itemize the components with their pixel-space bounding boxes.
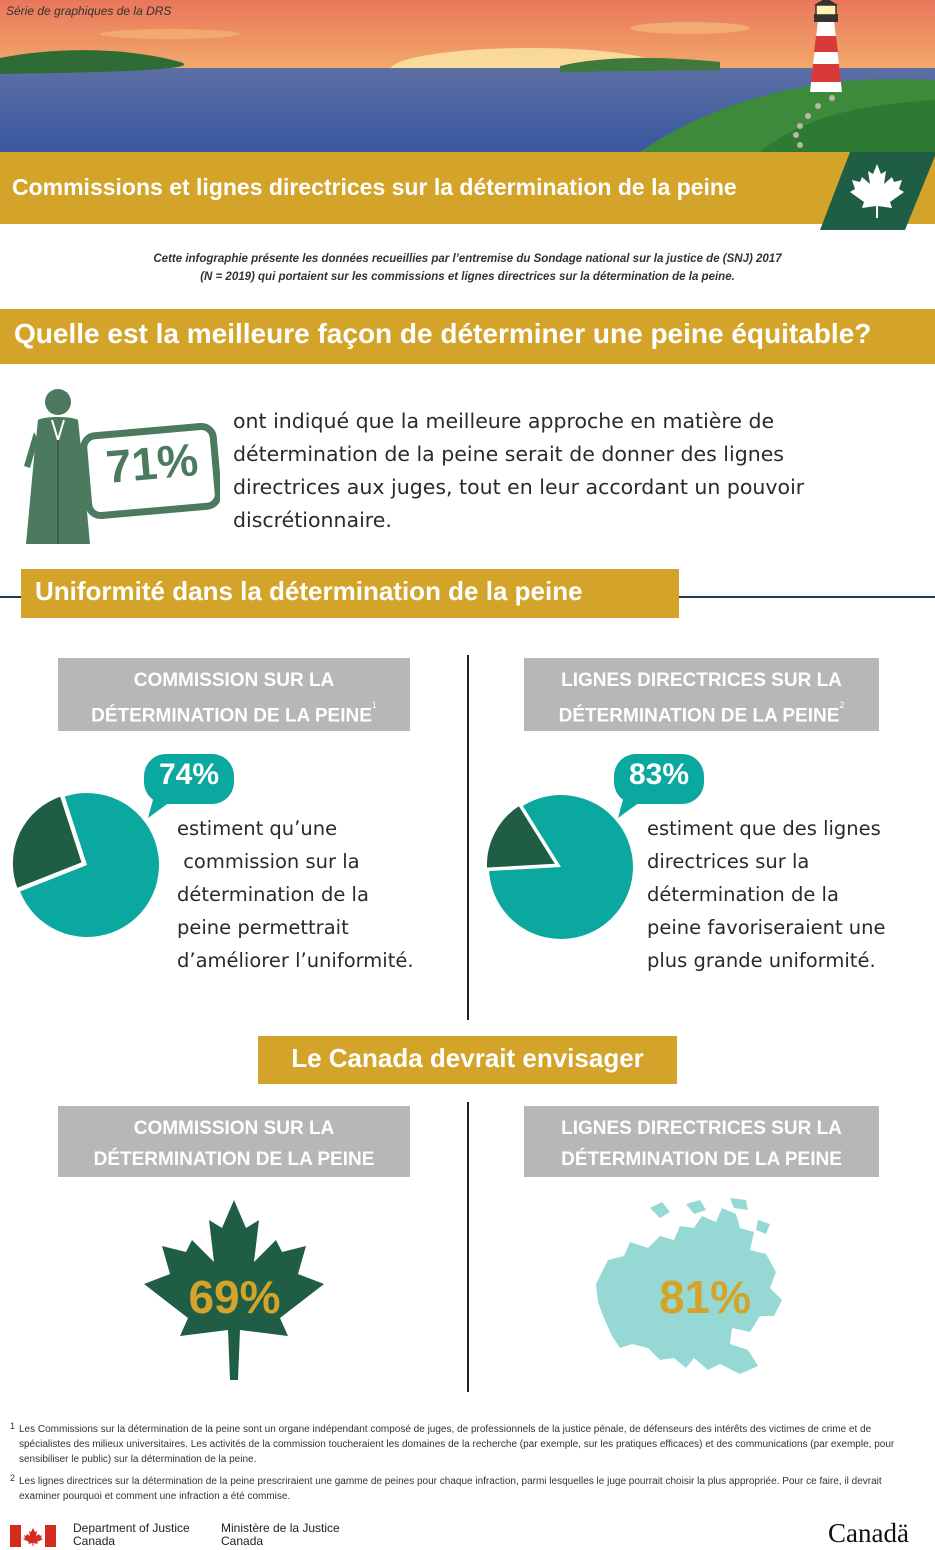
consider-guidelines-percentage: 81% xyxy=(658,1271,752,1323)
canada-map-icon xyxy=(596,1198,782,1374)
dept-fr-line2: Canada xyxy=(221,1534,264,1548)
question-band: Quelle est la meilleure façon de détermi… xyxy=(0,309,935,364)
consider-guidelines-line1: LIGNES DIRECTRICES SUR LA xyxy=(561,1118,842,1139)
commission-pie-majority xyxy=(20,792,160,937)
footnote-2: 2 Les lignes directrices sur la détermin… xyxy=(10,1473,915,1504)
column-divider-2 xyxy=(467,1102,469,1392)
commission-pie-minority xyxy=(10,792,86,892)
uniformity-heading-box: Uniformité dans la détermination de la p… xyxy=(21,569,679,618)
dept-en-line2: Canada xyxy=(73,1534,116,1548)
guidelines-desc-line: directrices sur la xyxy=(647,850,810,873)
footnote-ref-1: 1 xyxy=(371,700,377,710)
uniformity-heading: Uniformité dans la détermination de la p… xyxy=(35,576,583,606)
commission-percentage: 74% xyxy=(158,758,220,791)
commission-desc-line: détermination de la xyxy=(177,883,369,906)
question-heading: Quelle est la meilleure façon de détermi… xyxy=(14,318,872,349)
guidelines-desc-line: détermination de la xyxy=(647,883,839,906)
consider-guidelines-line2: DÉTERMINATION DE LA PEINE xyxy=(561,1149,842,1170)
dept-fr-line1: Ministère de la Justice xyxy=(221,1521,340,1535)
intro-text: Cette infographie présente les données r… xyxy=(60,250,875,286)
column-divider xyxy=(467,655,469,1020)
guidelines-percentage: 83% xyxy=(628,758,690,791)
canada-flag-icon xyxy=(10,1525,56,1547)
commission-box-line1: COMMISSION SUR LA xyxy=(133,670,335,691)
footnote-text: Les lignes directrices sur la déterminat… xyxy=(19,1476,882,1502)
guidelines-desc-line: peine favoriseraient une xyxy=(647,916,886,939)
best-approach-text: ont indiqué que la meilleure approche en… xyxy=(233,409,805,532)
consider-heading-box: Le Canada devrait envisager xyxy=(258,1036,677,1084)
canada-wordmark: Canadä xyxy=(828,1518,909,1548)
footnote-ref-2: 2 xyxy=(839,700,845,710)
maple-leaf-icon xyxy=(144,1200,324,1380)
commission-desc-line: estiment qu’une xyxy=(177,817,338,840)
consider-commission-percentage: 69% xyxy=(188,1271,281,1323)
consider-commission-line2: DÉTERMINATION DE LA PEINE xyxy=(93,1149,375,1170)
footnote-text: Les Commissions sur la détermination de … xyxy=(19,1424,895,1465)
commission-box-line2: DÉTERMINATION DE LA PEINE xyxy=(91,705,372,727)
guidelines-pie-minority xyxy=(484,802,561,871)
intro-line-2: (N = 2019) qui portaient sur les commiss… xyxy=(200,271,735,283)
guidelines-speech-bubble xyxy=(614,754,704,818)
judge-figure-icon xyxy=(24,389,220,544)
intro-line-1: Cette infographie présente les données r… xyxy=(153,253,782,265)
header-landscape: Série de graphiques de la DRS xyxy=(0,0,935,152)
commission-speech-bubble xyxy=(144,754,234,818)
guidelines-pie-chart xyxy=(484,795,633,940)
commission-description: estiment qu’une commission sur la déterm… xyxy=(177,812,462,977)
page-title: Commissions et lignes directrices sur la… xyxy=(12,174,737,200)
guidelines-box: LIGNES DIRECTRICES SUR LA DÉTERMINATION … xyxy=(524,658,879,731)
guidelines-box-line2: DÉTERMINATION DE LA PEINE xyxy=(558,705,840,727)
commission-desc-line: peine permettrait xyxy=(177,916,349,939)
consider-heading: Le Canada devrait envisager xyxy=(291,1043,644,1073)
consider-commission-line1: COMMISSION SUR LA xyxy=(133,1118,335,1139)
guidelines-desc-line: plus grande uniformité. xyxy=(647,949,876,972)
commission-pie-chart xyxy=(10,792,160,937)
dept-en-line1: Department of Justice xyxy=(73,1521,190,1535)
department-name-en: Department of Justice Canada xyxy=(73,1522,190,1548)
series-label: Série de graphiques de la DRS xyxy=(6,4,172,18)
title-band: Commissions et lignes directrices sur la… xyxy=(0,152,935,224)
commission-desc-line: d’améliorer l’uniformité. xyxy=(177,949,414,972)
maple-leaf-badge-icon xyxy=(820,152,935,230)
consider-commission-box: COMMISSION SUR LA DÉTERMINATION DE LA PE… xyxy=(58,1106,410,1177)
guidelines-desc-line: estiment que des lignes xyxy=(647,817,881,840)
guidelines-description: estiment que des lignes directrices sur … xyxy=(647,812,932,977)
lighthouse-icon xyxy=(810,0,842,92)
footnote-number: 2 xyxy=(10,1473,16,1483)
guidelines-box-line1: LIGNES DIRECTRICES SUR LA xyxy=(561,670,842,691)
consider-guidelines-box: LIGNES DIRECTRICES SUR LA DÉTERMINATION … xyxy=(524,1106,879,1177)
commission-desc-line: commission sur la xyxy=(177,850,360,873)
footnote-number: 1 xyxy=(10,1421,16,1431)
guidelines-pie-majority xyxy=(489,795,633,940)
stamp-percentage: 71% xyxy=(103,433,201,493)
footnotes: 1 Les Commissions sur la détermination d… xyxy=(10,1421,915,1511)
lighthouse-landscape-illustration xyxy=(0,0,935,152)
footnote-1: 1 Les Commissions sur la détermination d… xyxy=(10,1421,915,1467)
commission-box: COMMISSION SUR LA DÉTERMINATION DE LA PE… xyxy=(58,658,410,731)
department-name-fr: Ministère de la Justice Canada xyxy=(221,1522,340,1548)
